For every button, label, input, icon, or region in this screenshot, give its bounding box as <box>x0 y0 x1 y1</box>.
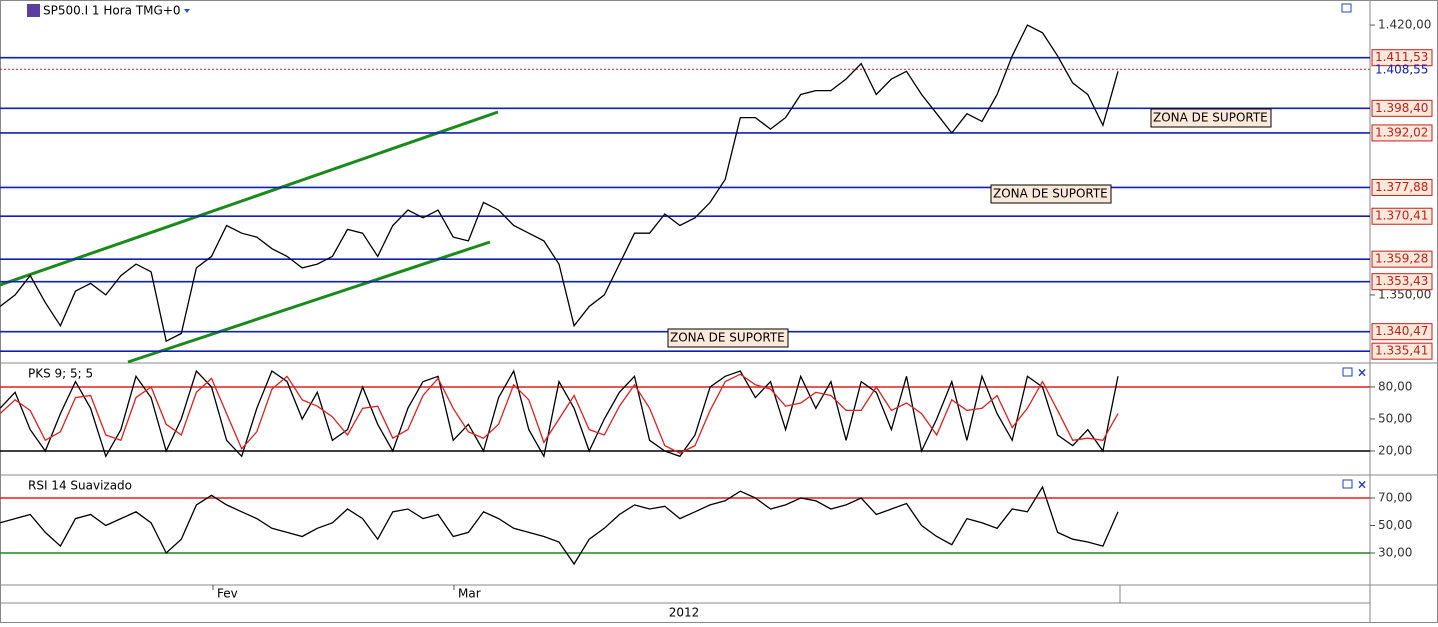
year-label: 2012 <box>669 606 700 620</box>
level-label: 1.370,41 <box>1375 209 1428 223</box>
last-price-label: 1.408,55 <box>1375 63 1428 77</box>
level-box <box>1371 178 1433 196</box>
maximize-button[interactable] <box>1341 3 1352 13</box>
x-tick-label: Mar <box>458 587 481 601</box>
level-box <box>1371 323 1433 341</box>
level-box <box>1371 49 1433 67</box>
indicator-line <box>0 369 1119 459</box>
level-box <box>1371 342 1433 360</box>
maximize-button[interactable] <box>1342 367 1353 377</box>
level-box <box>1371 124 1433 142</box>
annotation: ZONA DE SUPORTE <box>1153 111 1268 125</box>
level-label: 1.359,28 <box>1375 252 1428 266</box>
y-tick-label: 70,00 <box>1378 491 1412 505</box>
close-button[interactable]: × <box>1357 478 1367 492</box>
annotation: ZONA DE SUPORTE <box>993 187 1108 201</box>
price-line <box>0 485 1119 566</box>
y-tick-label: 80,00 <box>1378 379 1412 393</box>
level-box <box>1371 99 1433 117</box>
y-tick-label: 50,00 <box>1378 518 1412 532</box>
level-label: 1.411,53 <box>1375 50 1428 64</box>
y-tick-label: 30,00 <box>1378 545 1412 559</box>
level-label: 1.398,40 <box>1375 101 1428 115</box>
trend-line <box>127 240 491 364</box>
level-box <box>1371 273 1433 291</box>
x-tick-label: Fev <box>217 587 238 601</box>
level-label: 1.392,02 <box>1375 125 1428 139</box>
indicator-line <box>0 373 1119 454</box>
annotation-box <box>667 328 789 348</box>
symbol-icon[interactable] <box>27 4 40 17</box>
trend-line <box>0 110 499 287</box>
level-box <box>1371 250 1433 268</box>
y-tick-label: 20,00 <box>1378 443 1412 457</box>
y-tick-label: 50,00 <box>1378 411 1412 425</box>
price-line <box>0 24 1119 343</box>
level-label: 1.335,41 <box>1375 344 1428 358</box>
y-tick-label: 1.420,00 <box>1378 18 1431 32</box>
panel-title[interactable]: PKS 9; 5; 5 <box>28 367 93 381</box>
annotation: ZONA DE SUPORTE <box>670 331 785 345</box>
maximize-button[interactable] <box>1342 479 1353 489</box>
level-box <box>1371 207 1433 225</box>
dropdown[interactable] <box>184 9 190 13</box>
close-button[interactable]: × <box>1357 366 1367 380</box>
annotation-box <box>1150 108 1272 128</box>
y-tick-label: 1.350,00 <box>1378 287 1431 301</box>
level-label: 1.353,43 <box>1375 274 1428 288</box>
panel-title[interactable]: RSI 14 Suavizado <box>28 479 132 493</box>
level-label: 1.377,88 <box>1375 180 1428 194</box>
annotation-box <box>990 184 1112 204</box>
chart-title[interactable]: SP500.I 1 Hora TMG+0 <box>43 4 181 18</box>
level-label: 1.340,47 <box>1375 324 1428 338</box>
